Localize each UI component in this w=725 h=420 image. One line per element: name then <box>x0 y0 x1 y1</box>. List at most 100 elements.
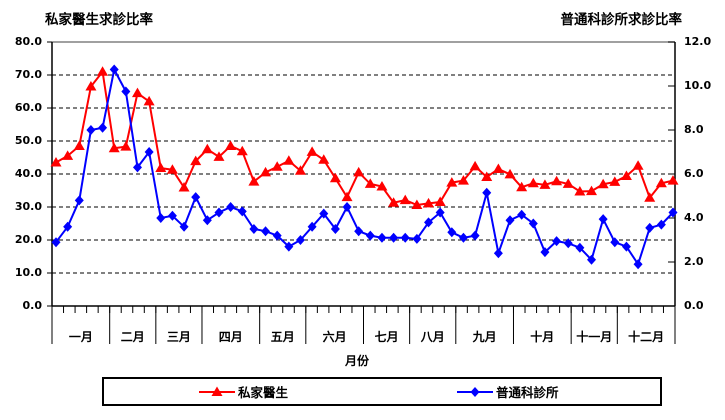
month-label-6: 六月 <box>322 330 347 344</box>
triangle-marker <box>271 161 283 171</box>
diamond-marker <box>528 218 538 229</box>
triangle-marker <box>574 185 586 196</box>
series-line-0 <box>55 69 674 207</box>
triangle-marker <box>97 66 109 76</box>
triangle-marker <box>306 146 318 156</box>
diamond-marker <box>202 215 212 226</box>
triangle-marker <box>597 178 609 189</box>
triangle-marker <box>586 185 598 196</box>
triangle-marker <box>143 95 155 106</box>
month-label-1: 一月 <box>68 330 93 344</box>
diamond-marker <box>377 232 387 243</box>
triangle-marker <box>50 156 62 167</box>
diamond-marker <box>249 224 259 234</box>
diamond-marker <box>540 247 550 258</box>
left-axis-tick-label: 40.0 <box>14 167 42 180</box>
legend-item-general-clinic: 普通科診所 <box>457 379 559 404</box>
triangle-marker <box>632 160 644 170</box>
right-axis-tick-label: 12.0 <box>684 35 712 48</box>
triangle-marker <box>85 81 97 91</box>
triangle-marker-icon <box>199 386 235 396</box>
left-axis-tick-label: 30.0 <box>14 200 42 213</box>
triangle-marker <box>201 143 213 154</box>
legend-label-private-doctor: 私家醫生 <box>238 385 289 400</box>
diamond-marker <box>656 219 666 230</box>
right-axis-tick-label: 0.0 <box>684 299 704 312</box>
diamond-marker <box>179 221 189 232</box>
triangle-marker <box>527 177 539 188</box>
month-label-8: 八月 <box>420 330 445 344</box>
diamond-marker <box>668 207 678 218</box>
month-label-5: 五月 <box>270 330 295 344</box>
diamond-marker <box>517 209 527 220</box>
diamond-marker <box>63 221 73 232</box>
diamond-marker <box>447 227 457 238</box>
left-axis-title: 私家醫生求診比率 <box>45 12 153 28</box>
triangle-marker <box>155 162 167 173</box>
triangle-marker <box>178 182 190 192</box>
diamond-marker <box>284 241 294 252</box>
triangle-marker <box>376 181 388 191</box>
triangle-marker <box>411 199 423 210</box>
triangle-marker <box>644 192 656 202</box>
diamond-marker <box>424 217 434 228</box>
diamond-marker <box>86 125 96 135</box>
right-axis-tick-label: 4.0 <box>684 211 704 224</box>
triangle-marker <box>469 160 481 171</box>
left-axis-tick-label: 50.0 <box>14 134 42 147</box>
diamond-marker <box>354 226 364 237</box>
triangle-marker <box>434 196 446 207</box>
diamond-marker <box>563 238 573 249</box>
triangle-marker <box>166 164 178 174</box>
triangle-marker <box>504 168 516 179</box>
triangle-marker <box>73 140 85 150</box>
triangle-marker <box>667 175 679 185</box>
diamond-marker <box>482 187 492 198</box>
left-axis-tick-label: 0.0 <box>22 299 43 312</box>
triangle-marker <box>446 177 458 187</box>
triangle-marker <box>551 175 563 186</box>
diamond-marker <box>435 207 445 218</box>
triangle-marker <box>620 170 632 180</box>
triangle-marker <box>457 175 469 185</box>
triangle-marker <box>213 151 225 161</box>
left-axis-tick-label: 70.0 <box>14 68 42 81</box>
left-axis-tick-label: 60.0 <box>14 101 42 114</box>
triangle-marker <box>562 178 574 188</box>
triangle-marker <box>260 166 272 177</box>
triangle-marker <box>655 177 667 188</box>
triangle-marker <box>318 154 330 164</box>
legend-label-general-clinic: 普通科診所 <box>496 385 559 400</box>
diamond-marker <box>226 202 236 212</box>
month-label-9: 九月 <box>472 330 497 344</box>
triangle-marker <box>329 172 341 183</box>
triangle-marker <box>423 197 435 208</box>
diamond-marker <box>307 221 317 232</box>
triangle-marker <box>120 141 132 151</box>
triangle-marker <box>388 197 400 207</box>
diamond-marker <box>191 192 201 203</box>
right-axis-tick-label: 2.0 <box>684 255 704 268</box>
right-axis-title: 普通科診所求診比率 <box>560 12 683 28</box>
diamond-marker <box>132 162 142 173</box>
diamond-marker <box>412 233 422 244</box>
right-axis-tick-label: 10.0 <box>684 79 712 92</box>
triangle-marker <box>294 165 306 175</box>
diamond-marker <box>237 206 247 217</box>
left-axis-tick-label: 80.0 <box>14 35 42 48</box>
triangle-marker <box>225 140 237 150</box>
triangle-marker <box>236 145 248 156</box>
diamond-marker <box>342 202 352 212</box>
triangle-marker <box>190 155 202 166</box>
month-label-11: 十一月 <box>576 330 613 344</box>
triangle-marker <box>516 181 528 192</box>
diamond-marker <box>505 215 515 226</box>
triangle-marker <box>539 179 551 189</box>
diamond-marker <box>167 210 177 221</box>
triangle-marker <box>353 166 365 177</box>
diamond-marker-icon <box>457 386 493 397</box>
diamond-marker <box>365 230 375 241</box>
triangle-marker <box>341 191 353 202</box>
month-label-4: 四月 <box>218 330 243 344</box>
